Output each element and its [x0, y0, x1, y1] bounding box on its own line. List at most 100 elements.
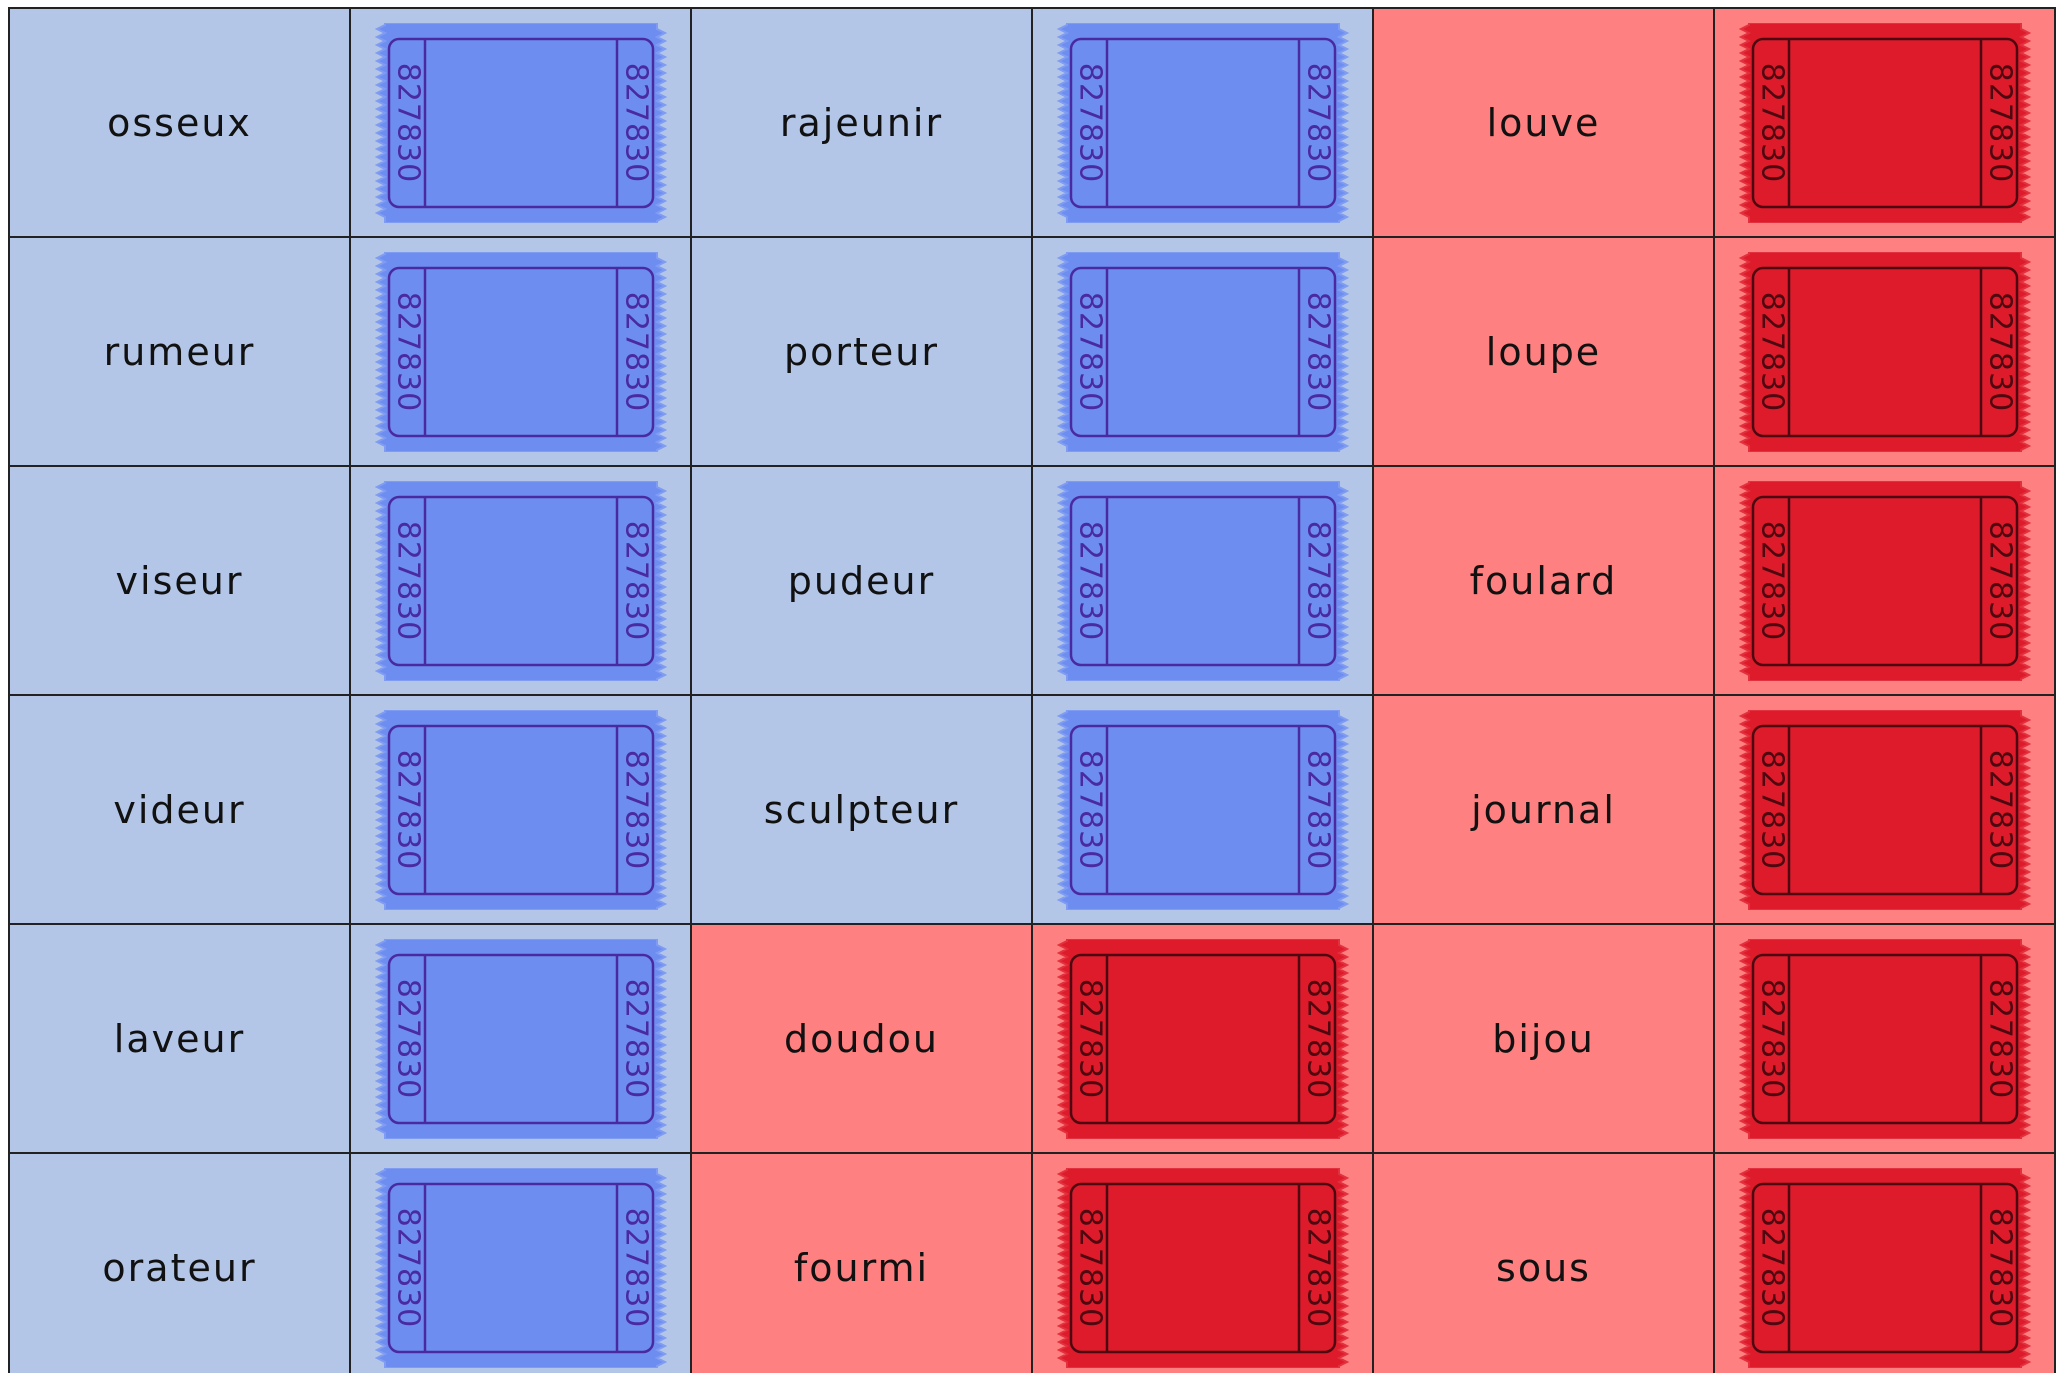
ticket-number: 827830	[1300, 749, 1335, 870]
word: pudeur	[787, 558, 936, 603]
ticket-number: 827830	[390, 749, 425, 870]
ticket-cell: 827830 827830	[1715, 925, 2056, 1154]
ticket-frame	[1069, 495, 1336, 666]
ticket-number: 827830	[618, 520, 653, 641]
ticket: 827830 827830	[374, 1167, 667, 1368]
ticket-number: 827830	[1072, 1207, 1107, 1328]
ticket-number: 827830	[1300, 62, 1335, 183]
ticket: 827830 827830	[1056, 938, 1349, 1139]
ticket-cell: 827830 827830	[1715, 696, 2056, 925]
ticket-number: 827830	[390, 291, 425, 412]
word: doudou	[784, 1016, 939, 1061]
ticket-body	[374, 22, 667, 223]
ticket-cell: 827830 827830	[1033, 238, 1374, 467]
ticket-cell: 827830 827830	[351, 9, 692, 238]
ticket-body	[374, 251, 667, 452]
ticket-frame	[1751, 495, 2018, 666]
ticket: 827830 827830	[374, 22, 667, 223]
word-cell: videur	[10, 696, 351, 925]
ticket-number: 827830	[618, 291, 653, 412]
ticket-number: 827830	[1754, 62, 1789, 183]
ticket-number: 827830	[1754, 978, 1789, 1099]
ticket-number: 827830	[1072, 749, 1107, 870]
ticket: 827830 827830	[1056, 480, 1349, 681]
ticket-number: 827830	[618, 1207, 653, 1328]
ticket-number: 827830	[1982, 749, 2017, 870]
ticket: 827830 827830	[374, 938, 667, 1139]
ticket-body	[1738, 22, 2031, 223]
word-cell: viseur	[10, 467, 351, 696]
word: viseur	[115, 558, 244, 603]
ticket: 827830 827830	[1738, 1167, 2031, 1368]
ticket-number: 827830	[1754, 1207, 1789, 1328]
ticket-cell: 827830 827830	[351, 238, 692, 467]
ticket-frame	[1751, 724, 2018, 895]
ticket-body	[374, 1167, 667, 1368]
word-cell: orateur	[10, 1154, 351, 1373]
ticket-frame	[1751, 1182, 2018, 1353]
ticket-frame	[387, 37, 654, 208]
ticket: 827830 827830	[374, 709, 667, 910]
word: porteur	[784, 329, 939, 374]
ticket-body	[1738, 480, 2031, 681]
ticket-number: 827830	[1754, 520, 1789, 641]
ticket-frame	[1069, 266, 1336, 437]
ticket-body	[374, 709, 667, 910]
word: foulard	[1469, 558, 1618, 603]
ticket: 827830 827830	[1738, 480, 2031, 681]
ticket-body	[374, 938, 667, 1139]
word-cell: pudeur	[692, 467, 1033, 696]
word-cell: rajeunir	[692, 9, 1033, 238]
ticket-frame	[387, 724, 654, 895]
word-cell: laveur	[10, 925, 351, 1154]
ticket-cell: 827830 827830	[351, 1154, 692, 1373]
word-cell: loupe	[1374, 238, 1715, 467]
ticket-number: 827830	[1300, 520, 1335, 641]
word: rumeur	[103, 329, 256, 374]
word: sculpteur	[763, 787, 960, 832]
ticket-number: 827830	[1300, 291, 1335, 412]
word: fourmi	[793, 1245, 930, 1290]
ticket: 827830 827830	[1056, 251, 1349, 452]
ticket-frame	[1751, 266, 2018, 437]
ticket-number: 827830	[1072, 978, 1107, 1099]
ticket-number: 827830	[1300, 1207, 1335, 1328]
ticket-cell: 827830 827830	[1715, 9, 2056, 238]
word-cell: bijou	[1374, 925, 1715, 1154]
ticket-number: 827830	[1982, 520, 2017, 641]
ticket-cell: 827830 827830	[351, 696, 692, 925]
ticket-number: 827830	[618, 749, 653, 870]
ticket-cell: 827830 827830	[1033, 1154, 1374, 1373]
ticket: 827830 827830	[1056, 22, 1349, 223]
ticket-frame	[1751, 953, 2018, 1124]
ticket-body	[1056, 1167, 1349, 1368]
ticket: 827830 827830	[374, 480, 667, 681]
ticket-number: 827830	[1754, 749, 1789, 870]
ticket-cell: 827830 827830	[1715, 1154, 2056, 1373]
ticket-number: 827830	[1072, 62, 1107, 183]
ticket-body	[1738, 938, 2031, 1139]
ticket-cell: 827830 827830	[351, 467, 692, 696]
word: louve	[1486, 100, 1601, 145]
ticket-number: 827830	[1072, 520, 1107, 641]
ticket: 827830 827830	[1738, 251, 2031, 452]
ticket-number: 827830	[1982, 978, 2017, 1099]
ticket-cell: 827830 827830	[351, 925, 692, 1154]
ticket-frame	[387, 266, 654, 437]
ticket-number: 827830	[1754, 291, 1789, 412]
word-cell: fourmi	[692, 1154, 1033, 1373]
word: loupe	[1485, 329, 1602, 374]
ticket-number: 827830	[1982, 62, 2017, 183]
ticket: 827830 827830	[374, 251, 667, 452]
ticket-cell: 827830 827830	[1033, 467, 1374, 696]
ticket-frame	[387, 495, 654, 666]
ticket-cell: 827830 827830	[1715, 238, 2056, 467]
ticket: 827830 827830	[1738, 709, 2031, 910]
ticket-number: 827830	[390, 62, 425, 183]
ticket-body	[1056, 938, 1349, 1139]
ticket-number: 827830	[618, 978, 653, 1099]
word-ticket-table: osseux 827830 827830 rajeunir 827830 827830 lo…	[8, 7, 2056, 1373]
ticket: 827830 827830	[1056, 709, 1349, 910]
ticket-body	[1738, 251, 2031, 452]
